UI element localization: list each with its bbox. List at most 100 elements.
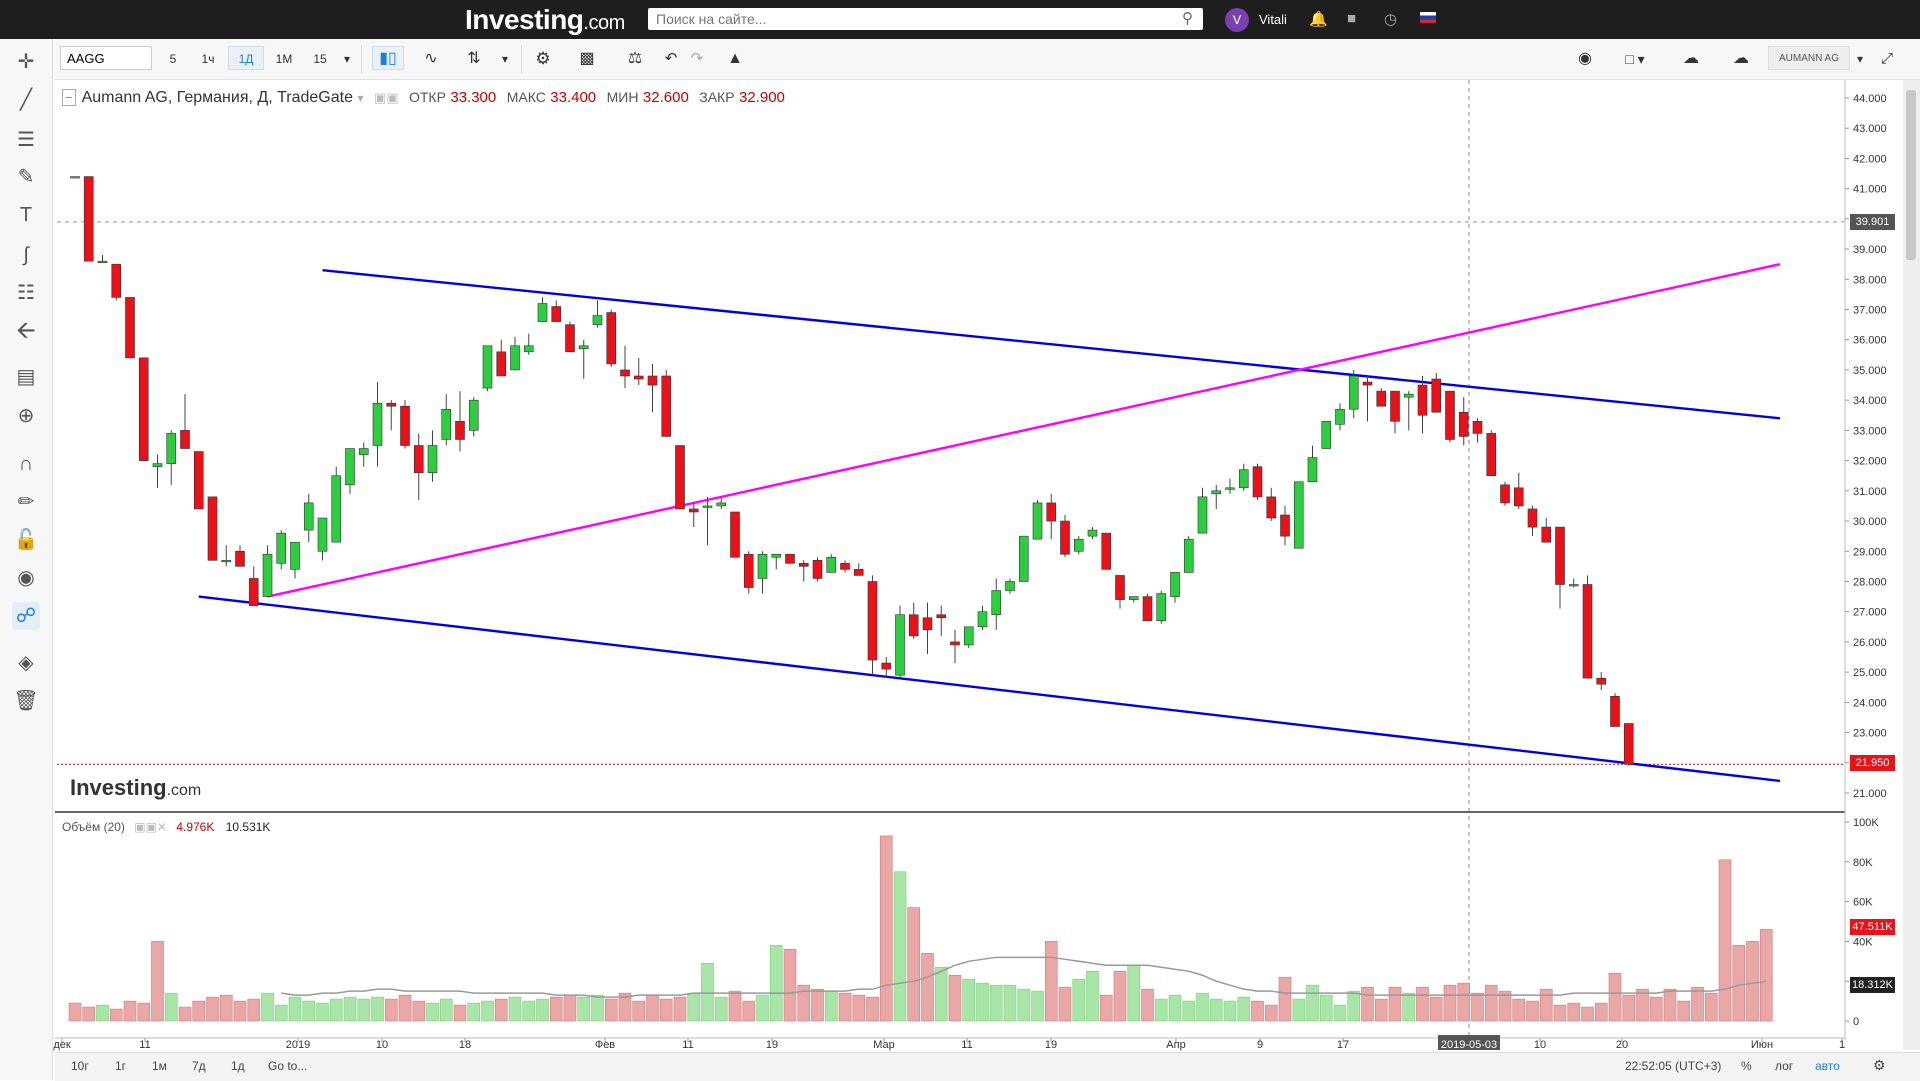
range-1d[interactable]: 1д <box>231 1059 245 1073</box>
goto-button[interactable]: Go to... <box>268 1059 308 1073</box>
range-10y[interactable]: 10г <box>71 1059 89 1073</box>
russia-flag-icon[interactable] <box>1420 12 1436 23</box>
volume-bar <box>797 984 811 1022</box>
chart-type-dropdown-icon[interactable]: ▾ <box>501 52 509 66</box>
lock-icon[interactable]: 🔓 <box>13 529 39 551</box>
volume-bar <box>1333 1004 1347 1022</box>
fib-icon[interactable]: ☰ <box>17 129 35 151</box>
interval-1d[interactable]: 1Д <box>228 46 264 70</box>
indicators-icon[interactable]: ▩ <box>579 50 595 67</box>
search-icon[interactable]: ⚲ <box>1182 10 1193 27</box>
volume-bar <box>893 871 907 1022</box>
zoom-in-icon[interactable]: ⊕ <box>17 405 35 427</box>
price-tick-label: 29.000 <box>1853 546 1887 558</box>
candle-body <box>551 306 562 322</box>
range-1y[interactable]: 1г <box>115 1059 127 1073</box>
scrollbar-thumb[interactable] <box>1906 90 1916 260</box>
volume-bar <box>1457 982 1471 1022</box>
user-name[interactable]: Vitali <box>1259 12 1287 27</box>
candle-body <box>1183 538 1194 573</box>
volume-bar <box>811 988 824 1022</box>
candle-body <box>1541 526 1552 543</box>
auto-toggle[interactable]: авто <box>1815 1059 1840 1073</box>
ruler-icon[interactable]: ▤ <box>16 366 36 388</box>
candle-body <box>633 375 644 380</box>
toolbar-divider <box>361 45 362 73</box>
interval-1h[interactable]: 1ч <box>201 52 215 66</box>
back-arrow-icon[interactable]: 🡨 <box>16 317 36 344</box>
price-tick-label: 39.000 <box>1853 244 1887 256</box>
candle-body <box>1266 496 1277 519</box>
alert-icon[interactable]: ▲ <box>727 50 743 67</box>
line-chart-icon[interactable]: ∿ <box>424 50 438 67</box>
redo-icon[interactable]: ↷ <box>690 50 704 67</box>
pencil-lock-icon[interactable]: ✏ <box>17 491 35 513</box>
undo-icon[interactable]: ↶ <box>664 50 678 67</box>
link-icon[interactable]: ☍ <box>12 602 40 630</box>
magnet-icon[interactable]: ∩ <box>18 453 34 475</box>
price-tick-label: 37.000 <box>1853 305 1887 317</box>
candle-body <box>647 375 658 386</box>
volume-indicator-name: Объём (20) <box>62 820 125 834</box>
interval-1m[interactable]: 1М <box>275 52 293 66</box>
time-tick-label: 11 <box>682 1039 693 1051</box>
volume-bar <box>1306 984 1319 1022</box>
volume-bar <box>1154 998 1168 1022</box>
candle-body <box>1610 696 1620 727</box>
range-7d[interactable]: 7д <box>192 1059 206 1073</box>
legend-settings-icon[interactable]: ▣▣ <box>373 90 399 105</box>
candles-icon[interactable]: ▮▯ <box>372 46 404 70</box>
cloud-save-icon[interactable]: ☁ <box>1733 50 1749 67</box>
settings-gear-icon[interactable]: ⚙ <box>1873 1057 1886 1073</box>
compare-dropdown-icon[interactable]: ▾ <box>1856 52 1864 66</box>
interval-5[interactable]: 5 <box>169 52 177 66</box>
symbol-input[interactable] <box>60 46 152 70</box>
layers-icon[interactable]: ◈ <box>18 652 34 674</box>
eye-icon[interactable]: ◉ <box>17 567 35 589</box>
gear-icon[interactable]: ⚙ <box>535 49 551 68</box>
volume-bar <box>371 996 384 1022</box>
fullscreen-icon[interactable]: ⤢ <box>1880 50 1893 67</box>
range-1m[interactable]: 1м <box>152 1059 167 1073</box>
text-icon[interactable]: T <box>19 204 33 226</box>
interval-15[interactable]: 15 <box>313 52 327 66</box>
volume-ma-polyline <box>281 956 1767 998</box>
time-tick-label: Апр <box>1166 1039 1185 1051</box>
candle-body <box>510 345 520 371</box>
bell-icon[interactable]: 🔔 <box>1309 11 1328 28</box>
brush-icon[interactable]: ✎ <box>17 166 35 188</box>
clock-icon[interactable]: ◷ <box>1384 11 1398 28</box>
camera-icon[interactable]: ◉ <box>1578 50 1592 67</box>
volume-legend: Объём (20) ▣▣✕ 4.976K 10.531K <box>62 820 270 834</box>
percent-toggle[interactable]: % <box>1741 1059 1752 1073</box>
volume-bar <box>1196 992 1209 1022</box>
candle-body <box>1032 502 1043 540</box>
measure-icon[interactable]: ☷ <box>17 282 35 304</box>
pattern-icon[interactable]: ∫ <box>23 244 29 266</box>
volume-bar <box>1526 1000 1539 1022</box>
log-toggle[interactable]: лог <box>1775 1059 1794 1073</box>
volume-bar <box>206 996 219 1022</box>
investing-logo[interactable]: Investing.com <box>465 4 625 35</box>
layout-icon[interactable]: □ ▾ <box>1625 51 1645 67</box>
volume-bar <box>192 1000 206 1022</box>
trash-icon[interactable]: 🗑 <box>13 690 39 712</box>
vertical-scrollbar[interactable] <box>1903 80 1920 1050</box>
trendline-icon[interactable]: ╱ <box>19 89 33 111</box>
volume-bar <box>247 998 261 1022</box>
compare-symbol-label[interactable]: AUMANN AG <box>1768 46 1850 70</box>
cloud-load-icon[interactable]: ☁ <box>1683 50 1699 67</box>
search-input[interactable] <box>648 8 1203 30</box>
compare-icon[interactable]: ⇅ <box>467 50 481 67</box>
scale-icon[interactable]: ⚖ <box>627 50 643 67</box>
crosshair-icon[interactable]: ✛ <box>17 51 35 73</box>
channel-top <box>322 269 1781 420</box>
portfolio-icon[interactable]: ■ <box>1347 10 1357 27</box>
avatar[interactable]: V <box>1225 8 1249 32</box>
legend-dropdown-icon[interactable]: ▾ <box>357 91 364 105</box>
price-tick-label: 25.000 <box>1853 667 1887 679</box>
volume-legend-settings-icon[interactable]: ▣▣✕ <box>134 820 167 834</box>
collapse-icon[interactable]: − <box>62 89 76 106</box>
interval-dropdown-icon[interactable]: ▾ <box>343 52 351 66</box>
